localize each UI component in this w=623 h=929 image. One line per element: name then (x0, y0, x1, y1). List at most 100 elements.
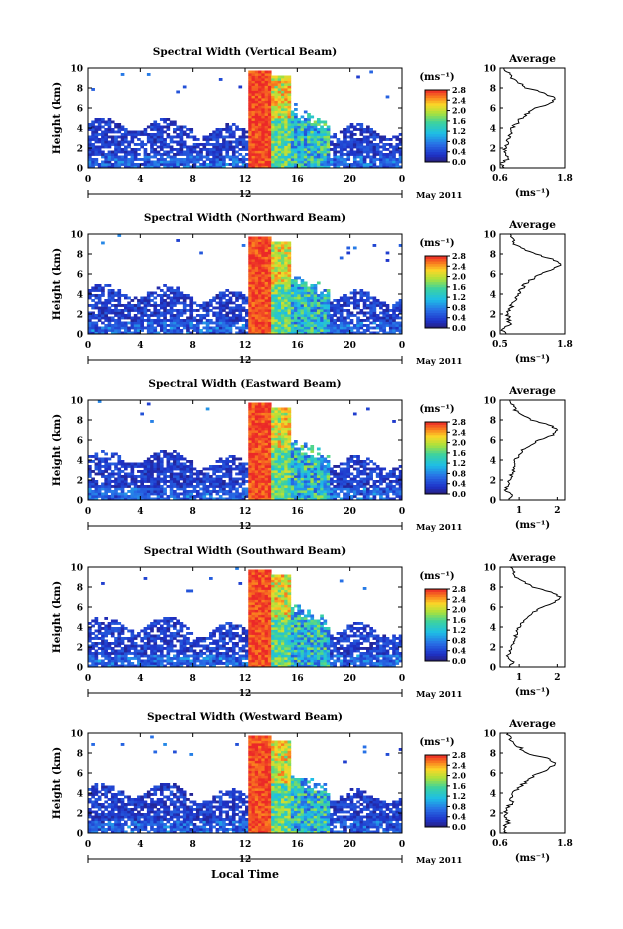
heatmap-cell (379, 311, 383, 315)
heatmap-cell (143, 299, 148, 302)
heatmap-cell (156, 455, 161, 458)
heatmap-cell (271, 447, 275, 451)
heatmap-cell (215, 477, 220, 481)
heatmap-cell (104, 482, 109, 486)
heatmap-cell (277, 417, 282, 421)
heatmap-cell (369, 155, 373, 159)
heatmap-cell (303, 462, 308, 466)
heatmap-cell (218, 465, 223, 468)
heatmap-cell (130, 324, 135, 327)
heatmap-cell (209, 329, 213, 332)
heatmap-cell (117, 475, 122, 478)
heatmap-cell (280, 296, 285, 300)
heatmap-cell (120, 133, 125, 136)
heatmap-cell (146, 309, 151, 312)
heatmap-cell (336, 304, 341, 307)
heatmap-cell (264, 465, 269, 468)
heatmap-cell (258, 246, 262, 250)
heatmap-cell (228, 158, 233, 161)
heatmap-cell (290, 163, 295, 166)
heatmap-cell (104, 309, 109, 312)
heatmap-cell (88, 465, 92, 468)
heatmap-cell (189, 495, 194, 498)
heatmap-cell (159, 163, 164, 166)
heatmap-cell (186, 165, 190, 169)
heatmap-cell (294, 133, 298, 136)
heatmap-cell (123, 160, 128, 164)
heatmap-cell (274, 130, 279, 134)
heatmap-cell (228, 467, 233, 471)
heatmap-cell (117, 495, 122, 498)
heatmap-cell (294, 467, 298, 471)
heatmap-cell (205, 140, 210, 144)
heatmap-cell (209, 477, 213, 481)
heatmap-cell (215, 470, 220, 473)
heatmap-cell (110, 480, 115, 483)
heatmap-cell (261, 331, 266, 335)
heatmap-cell (336, 495, 341, 498)
heatmap-cell (218, 324, 223, 327)
heatmap-cell (94, 329, 99, 332)
heatmap-cell (163, 145, 167, 149)
heatmap-cell (97, 138, 102, 141)
heatmap-cell (101, 135, 105, 139)
heatmap-cell (159, 321, 164, 325)
heatmap-cell (274, 492, 279, 496)
heatmap-cell (251, 460, 256, 463)
heatmap-cell (258, 251, 262, 255)
heatmap-cell (346, 329, 351, 332)
heatmap-cell (343, 145, 347, 149)
heatmap-cell (326, 314, 331, 317)
heatmap-cell (169, 296, 174, 300)
heatmap-cell (382, 321, 387, 325)
heatmap-cell (176, 495, 180, 498)
heatmap-cell (159, 160, 164, 164)
heatmap-cell (356, 128, 360, 131)
heatmap-cell (163, 480, 167, 483)
heatmap-cell (88, 158, 92, 161)
heatmap-cell (271, 93, 275, 96)
heatmap-cell (254, 437, 259, 441)
heatmap-cell (186, 304, 190, 307)
heatmap-cell (182, 299, 187, 302)
heatmap-cell (150, 462, 154, 466)
heatmap-cell (169, 316, 174, 320)
heatmap-cell (117, 321, 122, 325)
heatmap-cell (254, 266, 259, 270)
heatmap-cell (241, 331, 246, 335)
heatmap-cell (372, 133, 377, 136)
heatmap-cell (202, 309, 207, 312)
heatmap-cell (251, 301, 256, 305)
heatmap-cell (287, 472, 292, 476)
heatmap-cell (280, 321, 285, 325)
heatmap-cell (156, 470, 161, 473)
heatmap-cell (215, 467, 220, 471)
heatmap-cell (97, 286, 102, 290)
heatmap-cell (101, 314, 105, 317)
heatmap-cell (267, 75, 272, 79)
heatmap-cell (388, 155, 393, 159)
colorbar-segment (425, 325, 447, 329)
heatmap-cell (169, 301, 174, 305)
heatmap-cell (287, 133, 292, 136)
heatmap-cell (94, 120, 99, 124)
heatmap-cell (192, 145, 197, 149)
heatmap-cell (264, 103, 269, 106)
heatmap-cell (110, 495, 115, 498)
heatmap-cell (277, 462, 282, 466)
heatmap-cell (277, 254, 282, 257)
heatmap-cell (261, 422, 266, 426)
heatmap-cell (359, 324, 364, 327)
heatmap-cell (205, 472, 210, 476)
heatmap-cell (251, 490, 256, 493)
heatmap-cell (222, 314, 226, 317)
heatmap-cell (323, 299, 328, 302)
heatmap-cell (336, 301, 341, 305)
heatmap-cell (189, 299, 194, 302)
heatmap-cell (271, 467, 275, 471)
heatmap-cell (235, 306, 239, 310)
heatmap-cell (248, 83, 252, 86)
heatmap-cell (267, 78, 272, 81)
heatmap-cell (241, 155, 246, 159)
heatmap-cell (395, 160, 400, 164)
